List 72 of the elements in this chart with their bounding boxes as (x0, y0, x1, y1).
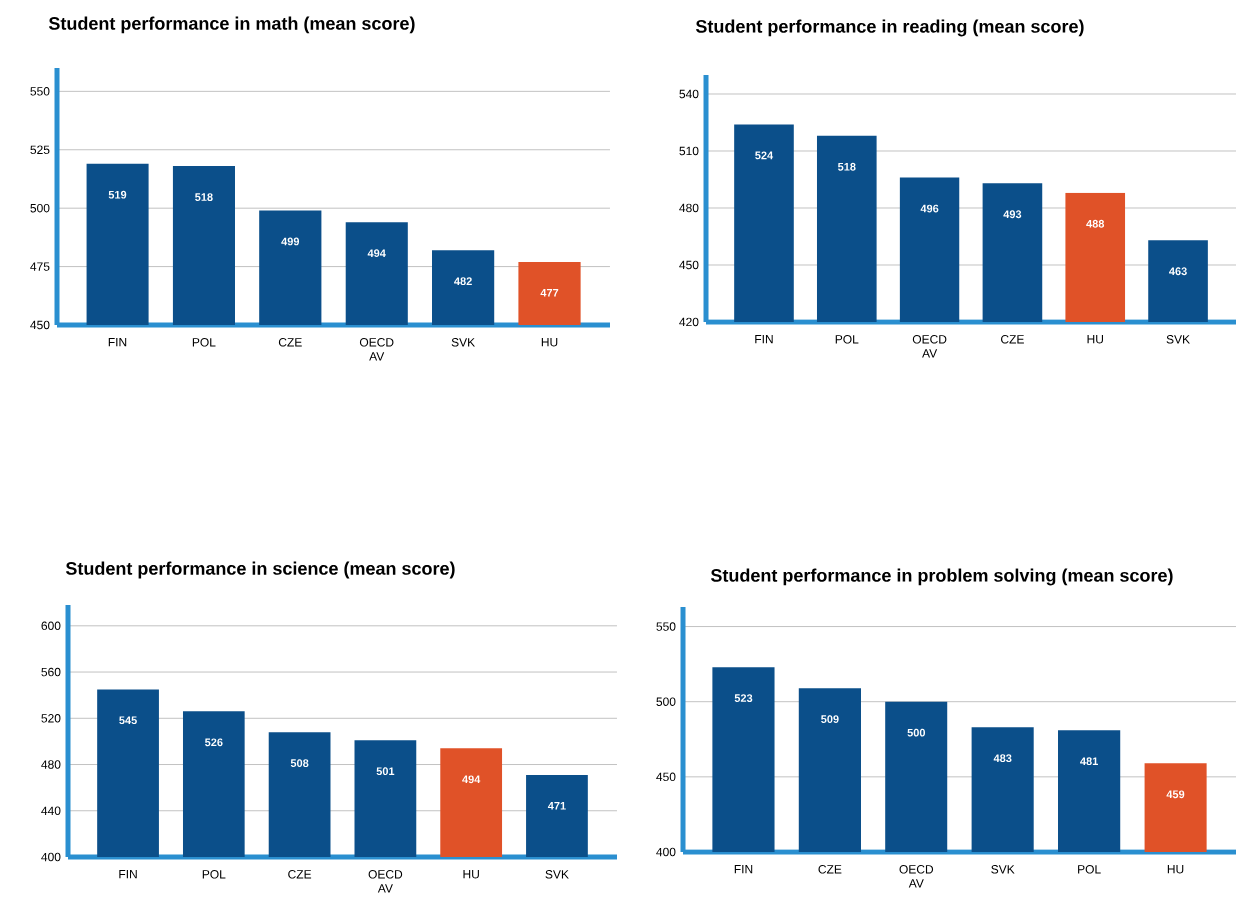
x-tick-label: POL (192, 338, 216, 347)
x-tick-label: OECD AV (912, 335, 947, 358)
data-label: 488 (1086, 219, 1105, 228)
x-tick-label: FIN (755, 335, 773, 344)
x-tick-label: FIN (119, 870, 137, 879)
data-label: 499 (281, 237, 300, 246)
x-tick-label: CZE (818, 865, 842, 874)
x-tick-label: SVK (545, 870, 569, 879)
data-label: 494 (367, 249, 386, 258)
x-tick-label: OECD AV (359, 338, 394, 361)
x-tick-label: SVK (451, 338, 475, 347)
data-label: 463 (1169, 267, 1187, 276)
x-tick-label: FIN (108, 338, 127, 347)
data-label: 482 (454, 277, 472, 286)
x-tick-label: CZE (288, 870, 312, 879)
y-tick-label: 500 (656, 697, 676, 706)
y-tick-label: 500 (30, 203, 50, 213)
x-tick-label: HU (541, 338, 558, 347)
chart-title: Student performance in math (mean score) (48, 16, 415, 34)
x-tick-label: HU (1087, 335, 1103, 344)
x-tick-label: CZE (1001, 335, 1024, 344)
y-tick-label: 600 (41, 621, 61, 631)
data-label: 509 (821, 715, 839, 724)
x-tick-label: POL (835, 335, 859, 344)
data-label: 459 (1166, 790, 1185, 799)
y-tick-label: 520 (41, 714, 61, 723)
x-tick-label: HU (463, 870, 479, 879)
data-label: 545 (119, 716, 137, 725)
y-tick-label: 440 (41, 806, 61, 816)
y-tick-label: 450 (679, 260, 699, 270)
x-tick-label: CZE (278, 338, 302, 347)
x-tick-label: FIN (734, 865, 753, 874)
data-label: 508 (290, 759, 309, 767)
chart-title: Student performance in problem solving (mean score) (710, 568, 1173, 586)
y-tick-label: 560 (41, 667, 61, 677)
x-tick-label: POL (1078, 865, 1101, 874)
y-tick-label: 400 (656, 847, 676, 857)
data-label: 477 (540, 288, 559, 297)
data-label: 496 (920, 204, 939, 213)
data-label: 524 (755, 151, 774, 160)
data-label: 494 (462, 775, 481, 784)
y-tick-label: 550 (30, 87, 50, 96)
y-tick-label: 525 (30, 145, 50, 155)
y-tick-label: 480 (41, 760, 61, 769)
data-label: 501 (376, 767, 395, 776)
data-label: 518 (837, 162, 856, 171)
data-label: 526 (205, 738, 223, 747)
x-tick-label: SVK (991, 865, 1015, 874)
y-tick-label: 400 (41, 852, 61, 862)
chart-title: Student performance in reading (mean score) (695, 19, 1084, 37)
x-tick-label: HU (1167, 865, 1184, 874)
y-tick-label: 420 (679, 317, 699, 327)
data-label: 483 (993, 754, 1012, 763)
x-tick-label: SVK (1166, 335, 1190, 344)
chart-title: Student performance in science (mean score) (65, 561, 455, 579)
y-tick-label: 540 (679, 89, 699, 99)
x-tick-label: OECD AV (899, 865, 934, 888)
data-label: 518 (195, 193, 213, 201)
data-label: 471 (547, 802, 566, 810)
data-label: 500 (907, 728, 926, 737)
x-tick-label: POL (202, 870, 226, 879)
x-tick-label: OECD AV (368, 870, 403, 893)
data-label: 481 (1080, 757, 1098, 766)
y-tick-label: 475 (30, 262, 50, 271)
data-label: 523 (734, 694, 753, 702)
y-tick-label: 510 (679, 146, 699, 156)
data-label: 519 (108, 190, 127, 199)
y-tick-label: 550 (656, 622, 676, 631)
y-tick-label: 480 (679, 203, 699, 213)
y-tick-label: 450 (30, 320, 50, 330)
y-tick-label: 450 (656, 772, 676, 782)
data-label: 493 (1003, 210, 1022, 219)
